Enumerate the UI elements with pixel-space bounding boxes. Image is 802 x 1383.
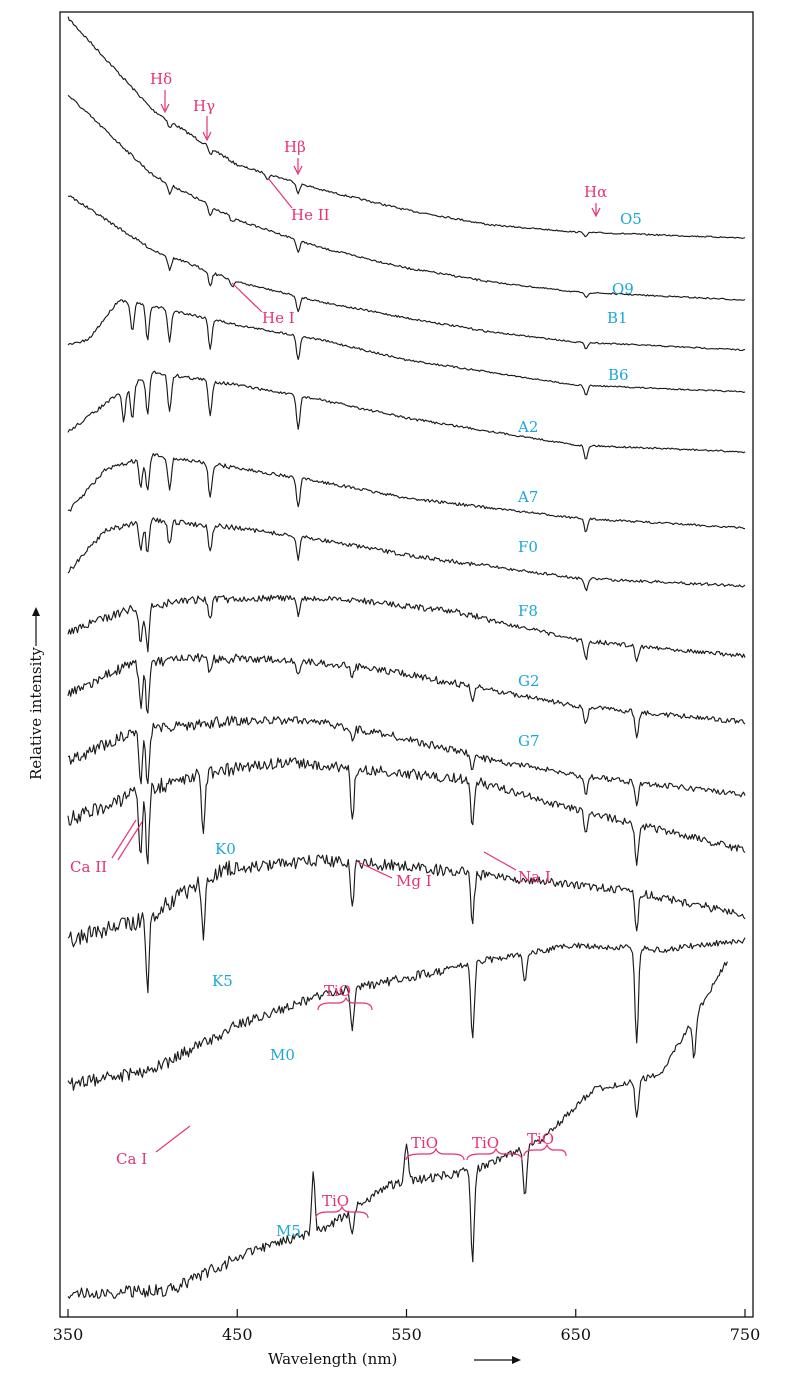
leader-he-ii	[267, 177, 293, 209]
x-ticks-group: 350 450 550 650 750	[53, 1309, 761, 1344]
leader-mg-i	[357, 861, 393, 879]
line-marks-group	[111, 90, 601, 1219]
line-label-h-alpha: Hα	[584, 183, 607, 201]
brace-tio-m5-4	[523, 1143, 567, 1157]
spectrum-m0	[67, 937, 746, 1091]
series-label-k5: K5	[212, 972, 233, 990]
x-tick-label-450: 450	[222, 1325, 253, 1344]
line-label-he-ii: He II	[291, 206, 330, 224]
series-label-m5: M5	[276, 1222, 301, 1240]
line-label-ca-i: Ca I	[116, 1150, 147, 1168]
series-label-b6: B6	[608, 366, 629, 384]
line-label-tio-m5-3: TiO	[472, 1134, 499, 1152]
leader-he-i	[231, 282, 263, 313]
series-label-b1: B1	[607, 309, 628, 327]
leader-ca-ii	[111, 819, 143, 861]
series-label-m0: M0	[270, 1046, 295, 1064]
line-label-na-i: Na I	[518, 868, 551, 886]
leader-h-beta	[293, 158, 303, 176]
line-label-h-delta: Hδ	[150, 70, 172, 88]
spectrum-g7	[67, 715, 746, 807]
spectrum-k0	[67, 757, 746, 866]
line-label-tio-k5: TiO	[324, 982, 351, 1000]
line-label-h-gamma: Hγ	[193, 97, 215, 115]
x-axis-arrow	[474, 1356, 521, 1364]
series-label-g2: G2	[518, 672, 540, 690]
line-label-mg-i: Mg I	[396, 872, 432, 890]
y-axis-arrow	[32, 607, 40, 646]
brace-tio-m5-1	[315, 1205, 369, 1219]
spectrum-b6	[67, 299, 746, 396]
brace-tio-m5-3	[466, 1147, 523, 1161]
spectrum-g2	[67, 653, 746, 739]
series-label-a2: A2	[517, 418, 538, 436]
series-label-g7: G7	[518, 732, 540, 750]
x-axis-label: Wavelength (nm)	[268, 1350, 397, 1368]
leader-ca-i	[155, 1125, 191, 1153]
line-label-h-beta: Hβ	[284, 138, 306, 156]
line-label-tio-m5-1: TiO	[322, 1192, 349, 1210]
series-label-a7: A7	[517, 488, 538, 506]
brace-tio-m5-2	[405, 1147, 465, 1161]
spectrum-o5	[67, 16, 746, 240]
x-tick-label-350: 350	[53, 1325, 84, 1344]
series-label-k0: K0	[215, 840, 236, 858]
spectrum-f0	[67, 517, 746, 592]
spectrum-b1	[67, 195, 746, 352]
series-label-f8: F8	[518, 602, 538, 620]
spectrum-o9	[67, 94, 746, 301]
series-label-o9: O9	[612, 280, 634, 298]
spectrum-k5	[67, 854, 746, 994]
spectrum-a2	[67, 370, 746, 460]
line-label-tio-m5-4: TiO	[527, 1130, 554, 1148]
line-label-he-i: He I	[262, 309, 295, 327]
leader-h-delta	[160, 90, 170, 114]
series-label-o5: O5	[620, 210, 642, 228]
leader-h-alpha	[591, 203, 601, 218]
y-axis-label: Relative intensity	[27, 647, 45, 780]
leader-h-gamma	[202, 116, 212, 142]
line-label-tio-m5-2: TiO	[411, 1134, 438, 1152]
x-tick-label-550: 550	[391, 1325, 422, 1344]
spectrum-m5	[67, 961, 728, 1299]
brace-tio-k5	[317, 996, 373, 1011]
leader-na-i	[483, 851, 517, 871]
series-label-f0: F0	[518, 538, 538, 556]
x-tick-label-750: 750	[730, 1325, 761, 1344]
x-tick-label-650: 650	[560, 1325, 591, 1344]
spectra-group	[67, 16, 746, 1299]
line-label-ca-ii: Ca II	[70, 858, 107, 876]
spectrum-f8	[67, 594, 746, 663]
spectrum-a7	[67, 453, 746, 533]
